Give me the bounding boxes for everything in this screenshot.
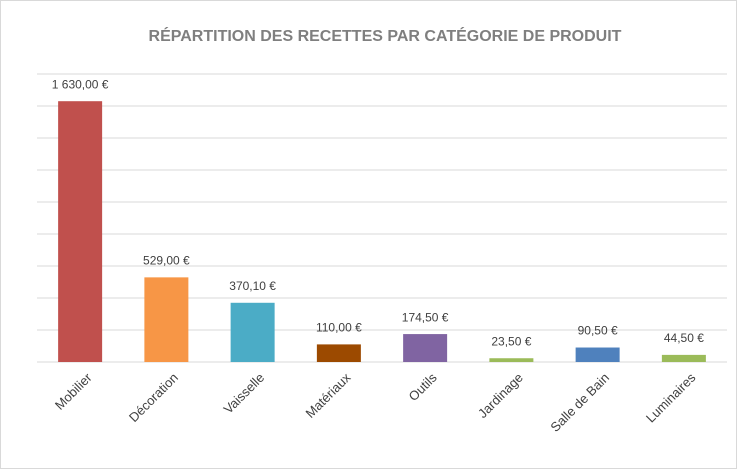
bar — [575, 347, 620, 362]
bar — [230, 302, 275, 362]
bar — [316, 344, 361, 362]
bar — [403, 334, 448, 362]
bar — [58, 101, 103, 362]
data-label: 174,50 € — [402, 310, 449, 324]
data-label: 110,00 € — [316, 321, 362, 335]
bar — [489, 358, 534, 362]
data-label: 44,50 € — [664, 331, 704, 345]
chart-title: RÉPARTITION DES RECETTES PAR CATÉGORIE D… — [149, 26, 622, 45]
data-label: 23,50 € — [491, 334, 531, 348]
data-label: 90,50 € — [578, 324, 618, 338]
bar — [661, 354, 706, 362]
data-label: 1 630,00 € — [52, 77, 109, 91]
bar — [144, 277, 189, 362]
data-label: 370,10 € — [229, 279, 276, 293]
data-label: 529,00 € — [143, 254, 190, 268]
